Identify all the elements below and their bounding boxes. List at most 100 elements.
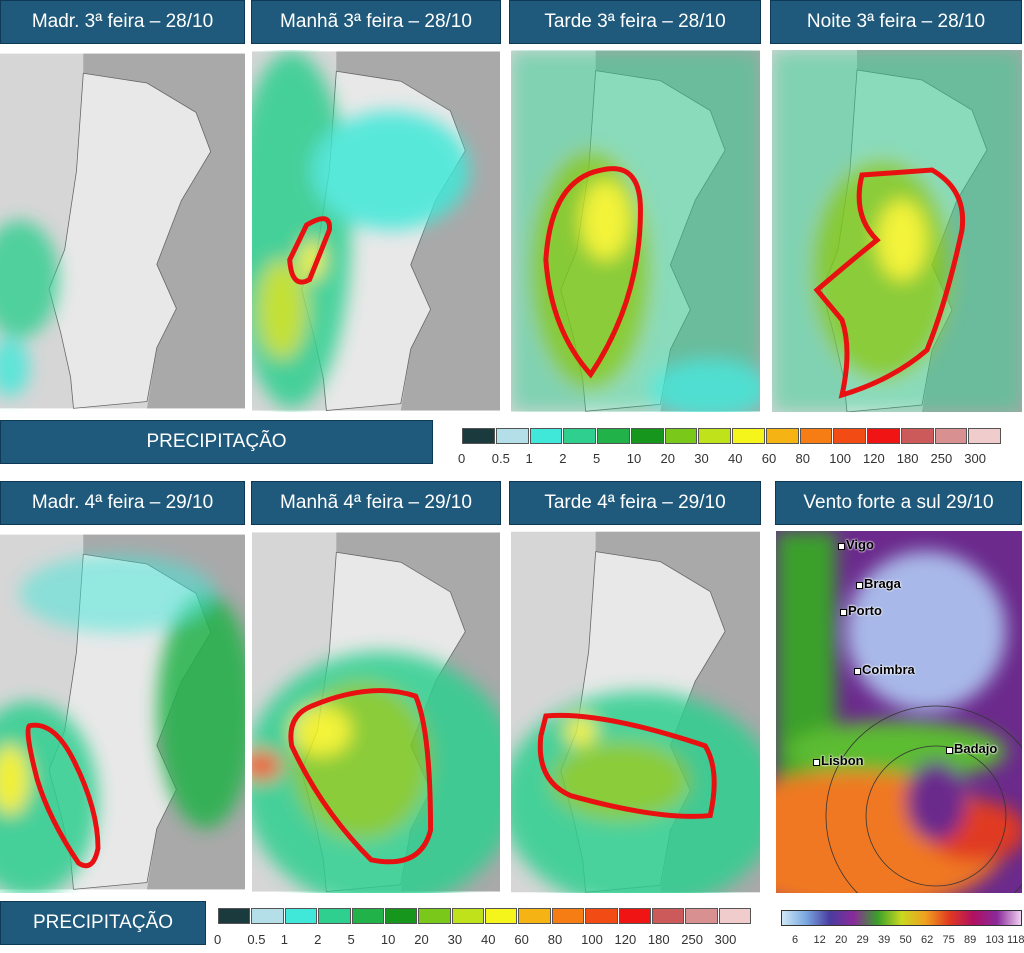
legend-swatch (563, 428, 596, 444)
legend-swatch (630, 428, 664, 444)
legend-swatch (551, 908, 585, 924)
legend-swatch (384, 908, 418, 924)
panel-title: Tarde 3ª feira – 28/10 (509, 0, 761, 44)
legend-label: 1 (280, 932, 288, 947)
map-panel (511, 531, 760, 893)
wind-legend-label: 29 (856, 934, 869, 946)
legend-label: 0 (214, 932, 222, 947)
city-label: Porto (848, 603, 882, 618)
city-marker (813, 759, 820, 766)
panel-title: Madr. 3ª feira – 28/10 (0, 0, 245, 44)
legend-swatch (799, 428, 833, 444)
legend-label: 5 (593, 451, 601, 466)
legend-swatch (318, 908, 351, 924)
legend-swatch (218, 908, 251, 924)
city-marker (854, 668, 861, 675)
legend-label: 30 (447, 932, 463, 947)
legend-swatch (597, 428, 630, 444)
legend-swatch (651, 908, 685, 924)
legend-swatch (765, 428, 799, 444)
map-panel (0, 53, 245, 409)
legend-swatch (934, 428, 968, 444)
legend-label: 120 (614, 932, 637, 947)
panel-title: Manhã 3ª feira – 28/10 (251, 0, 501, 44)
legend-label: 20 (660, 451, 675, 466)
legend-swatch (718, 908, 751, 924)
legend-label: 60 (514, 932, 529, 947)
legend-label: 10 (626, 451, 642, 466)
legend-swatch (418, 908, 451, 924)
city-label: Lisbon (821, 753, 864, 768)
map-panel (252, 51, 500, 411)
city-marker (838, 543, 845, 550)
legend-title: PRECIPITAÇÃO (0, 901, 206, 945)
legend-swatch (518, 908, 551, 924)
legend-label: 2 (559, 451, 567, 466)
legend-label: 0.5 (491, 451, 510, 466)
panel-title: Tarde 4ª feira – 29/10 (509, 481, 761, 525)
legend-swatch (451, 908, 484, 924)
legend-label: 180 (896, 451, 919, 466)
panel-title: Madr. 4ª feira – 29/10 (0, 481, 245, 525)
legend-swatch (900, 428, 934, 444)
legend-label: 60 (761, 451, 777, 466)
legend-label: 180 (647, 932, 670, 947)
legend-label: 100 (829, 451, 851, 466)
wind-legend-label: 39 (878, 934, 891, 946)
city-label: Vigo (846, 537, 874, 552)
legend-label: 250 (930, 451, 953, 466)
legend-swatch (618, 908, 651, 924)
wind-legend-label: 20 (835, 934, 848, 946)
legend-swatch (664, 428, 698, 444)
map-panel (252, 532, 500, 893)
legend-swatch (867, 428, 900, 444)
legend-label: 40 (728, 451, 743, 466)
legend-label: 100 (581, 932, 603, 947)
panel-title: Vento forte a sul 29/10 (775, 481, 1022, 525)
legend-label: 1 (525, 451, 533, 466)
legend-label: 10 (380, 932, 396, 947)
city-marker (946, 747, 953, 754)
wind-legend-label: 12 (813, 934, 826, 946)
city-marker (856, 582, 863, 589)
city-label: Braga (864, 576, 901, 591)
legend-label: 2 (314, 932, 322, 947)
wind-field (776, 531, 1022, 893)
wind-legend-label: 62 (921, 934, 934, 946)
legend-label: 300 (714, 932, 737, 947)
legend-swatch (251, 908, 284, 924)
map-panel (511, 50, 760, 412)
panel-title: Noite 3ª feira – 28/10 (770, 0, 1022, 44)
map-panel (772, 50, 1022, 412)
legend-swatch (351, 908, 384, 924)
legend-label: 80 (547, 932, 563, 947)
city-label: Coimbra (862, 662, 915, 677)
legend-swatch (529, 428, 563, 444)
panel-title: Manhã 4ª feira – 29/10 (251, 481, 501, 525)
wind-map: Vigo Braga Porto Coimbra Lisbon Badajo (776, 531, 1022, 893)
wind-legend-label: 75 (942, 934, 955, 946)
city-label: Badajo (954, 741, 998, 756)
legend-swatch (585, 908, 618, 924)
legend-swatch (495, 428, 529, 444)
legend-swatch (485, 908, 518, 924)
legend-swatch (833, 428, 866, 444)
legend-label: 30 (694, 451, 709, 466)
wind-legend-label: 118 (1007, 934, 1024, 946)
wind-legend-label: 89 (964, 934, 977, 946)
map-panel (0, 534, 245, 893)
legend-label: 250 (681, 932, 703, 947)
legend-label: 0.5 (247, 932, 266, 947)
city-marker (840, 609, 847, 616)
legend-label: 20 (414, 932, 429, 947)
wind-legend-label: 103 (985, 934, 1004, 946)
wind-colorbar (781, 910, 1022, 926)
legend-swatch (685, 908, 718, 924)
wind-legend-label: 6 (792, 934, 799, 946)
legend-label: 5 (347, 932, 355, 947)
legend-swatch (698, 428, 731, 444)
wind-legend-label: 50 (899, 934, 912, 946)
legend-label: 80 (795, 451, 810, 466)
legend-title: PRECIPITAÇÃO (0, 420, 433, 464)
